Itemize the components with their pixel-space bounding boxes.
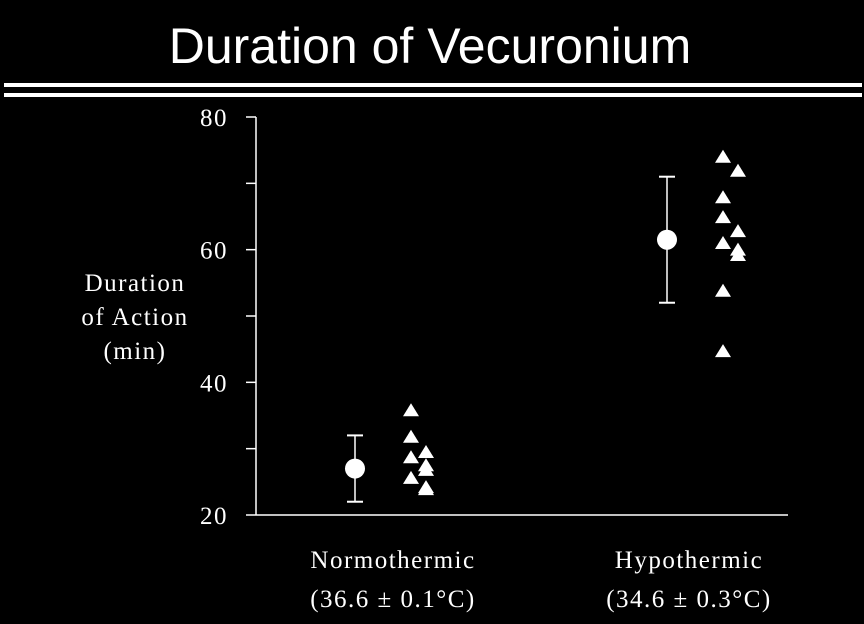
data-point bbox=[403, 470, 419, 484]
data-point bbox=[730, 163, 746, 177]
x-tick-label: Hypothermic bbox=[615, 547, 763, 574]
data-point bbox=[715, 149, 731, 163]
title-rule bbox=[4, 83, 862, 87]
data-point bbox=[403, 429, 419, 443]
y-tick-label: 80 bbox=[200, 105, 228, 132]
data-point bbox=[715, 283, 731, 297]
y-tick-label: 60 bbox=[200, 238, 228, 265]
data-point bbox=[403, 403, 419, 417]
y-axis-label: of Action bbox=[81, 304, 188, 331]
y-axis-label: Duration bbox=[85, 270, 186, 297]
data-point bbox=[715, 210, 731, 224]
mean-point bbox=[345, 458, 365, 479]
data-point bbox=[730, 224, 746, 238]
mean-point bbox=[657, 229, 677, 250]
x-tick-sublabel: (36.6 ± 0.1°C) bbox=[310, 586, 476, 613]
data-point bbox=[418, 482, 434, 496]
data-point bbox=[418, 462, 434, 476]
x-tick-label: Normothermic bbox=[310, 547, 475, 574]
x-tick-sublabel: (34.6 ± 0.3°C) bbox=[606, 586, 772, 613]
title-rule bbox=[4, 93, 862, 97]
data-point bbox=[715, 236, 731, 250]
chart-title: Duration of Vecuronium bbox=[169, 18, 692, 74]
y-tick-label: 20 bbox=[200, 503, 228, 530]
data-point bbox=[715, 190, 731, 204]
y-tick-label: 40 bbox=[200, 370, 228, 397]
data-point bbox=[403, 450, 419, 464]
y-axis-label: (min) bbox=[103, 338, 166, 365]
data-point bbox=[730, 247, 746, 261]
data-point bbox=[715, 344, 731, 358]
data-point bbox=[418, 444, 434, 458]
